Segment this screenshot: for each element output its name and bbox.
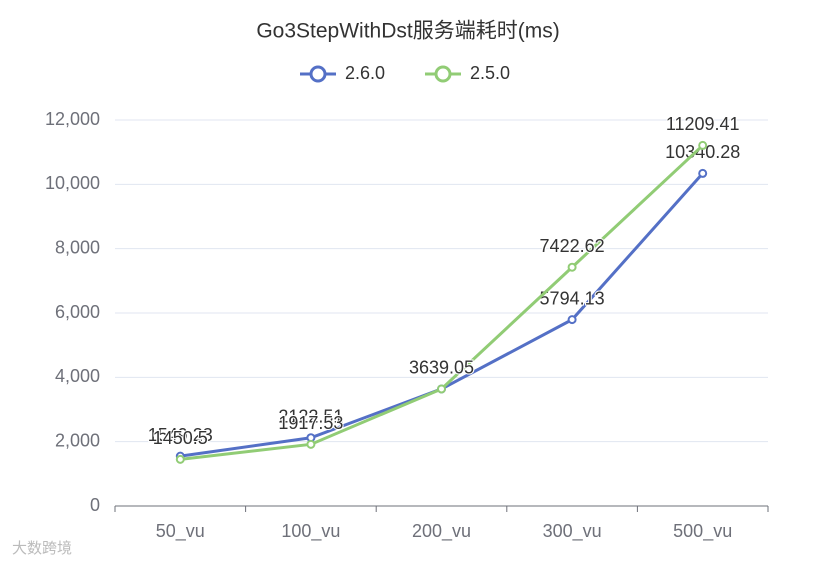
data-label: 1917.53 <box>278 413 343 433</box>
point <box>698 140 708 150</box>
legend-marker <box>309 65 327 83</box>
point <box>698 168 708 178</box>
data-label: 1549.23 <box>148 425 213 445</box>
chart-title: Go3StepWithDst服务端耗时(ms) <box>256 20 559 43</box>
point <box>306 439 316 449</box>
data-label: 3639.05 <box>409 358 474 378</box>
y-tick-label: 0 <box>90 495 100 515</box>
y-tick-label: 4,000 <box>55 366 100 386</box>
legend-label: 2.5.0 <box>470 63 510 83</box>
y-tick-label: 6,000 <box>55 302 100 322</box>
data-label: 5794.13 <box>540 288 605 308</box>
data-label: 1450.5 <box>153 428 208 448</box>
point <box>175 454 185 464</box>
data-label: 7422.62 <box>540 236 605 256</box>
x-tick-label: 100_vu <box>281 521 340 542</box>
x-tick-label: 500_vu <box>673 521 732 542</box>
point <box>437 384 446 394</box>
x-tick-label: 200_vu <box>412 521 471 542</box>
point <box>567 262 577 272</box>
y-tick-label: 12,000 <box>45 109 100 129</box>
legend-label: 2.6.0 <box>345 63 385 83</box>
y-tick-label: 10,000 <box>45 173 100 193</box>
y-tick-label: 2,000 <box>55 430 100 450</box>
series-line <box>180 172 704 458</box>
data-label: 10340.28 <box>665 142 740 162</box>
x-tick-label: 50_vu <box>156 521 205 542</box>
x-tick-label: 300_vu <box>543 521 602 542</box>
point <box>567 315 577 325</box>
watermark: 大数跨境 <box>12 539 72 557</box>
legend-marker <box>434 65 452 83</box>
data-label: 2122.51 <box>278 406 343 426</box>
data-label: 11209.41 <box>666 114 740 134</box>
series-line <box>180 144 704 461</box>
y-tick-label: 8,000 <box>55 237 100 257</box>
